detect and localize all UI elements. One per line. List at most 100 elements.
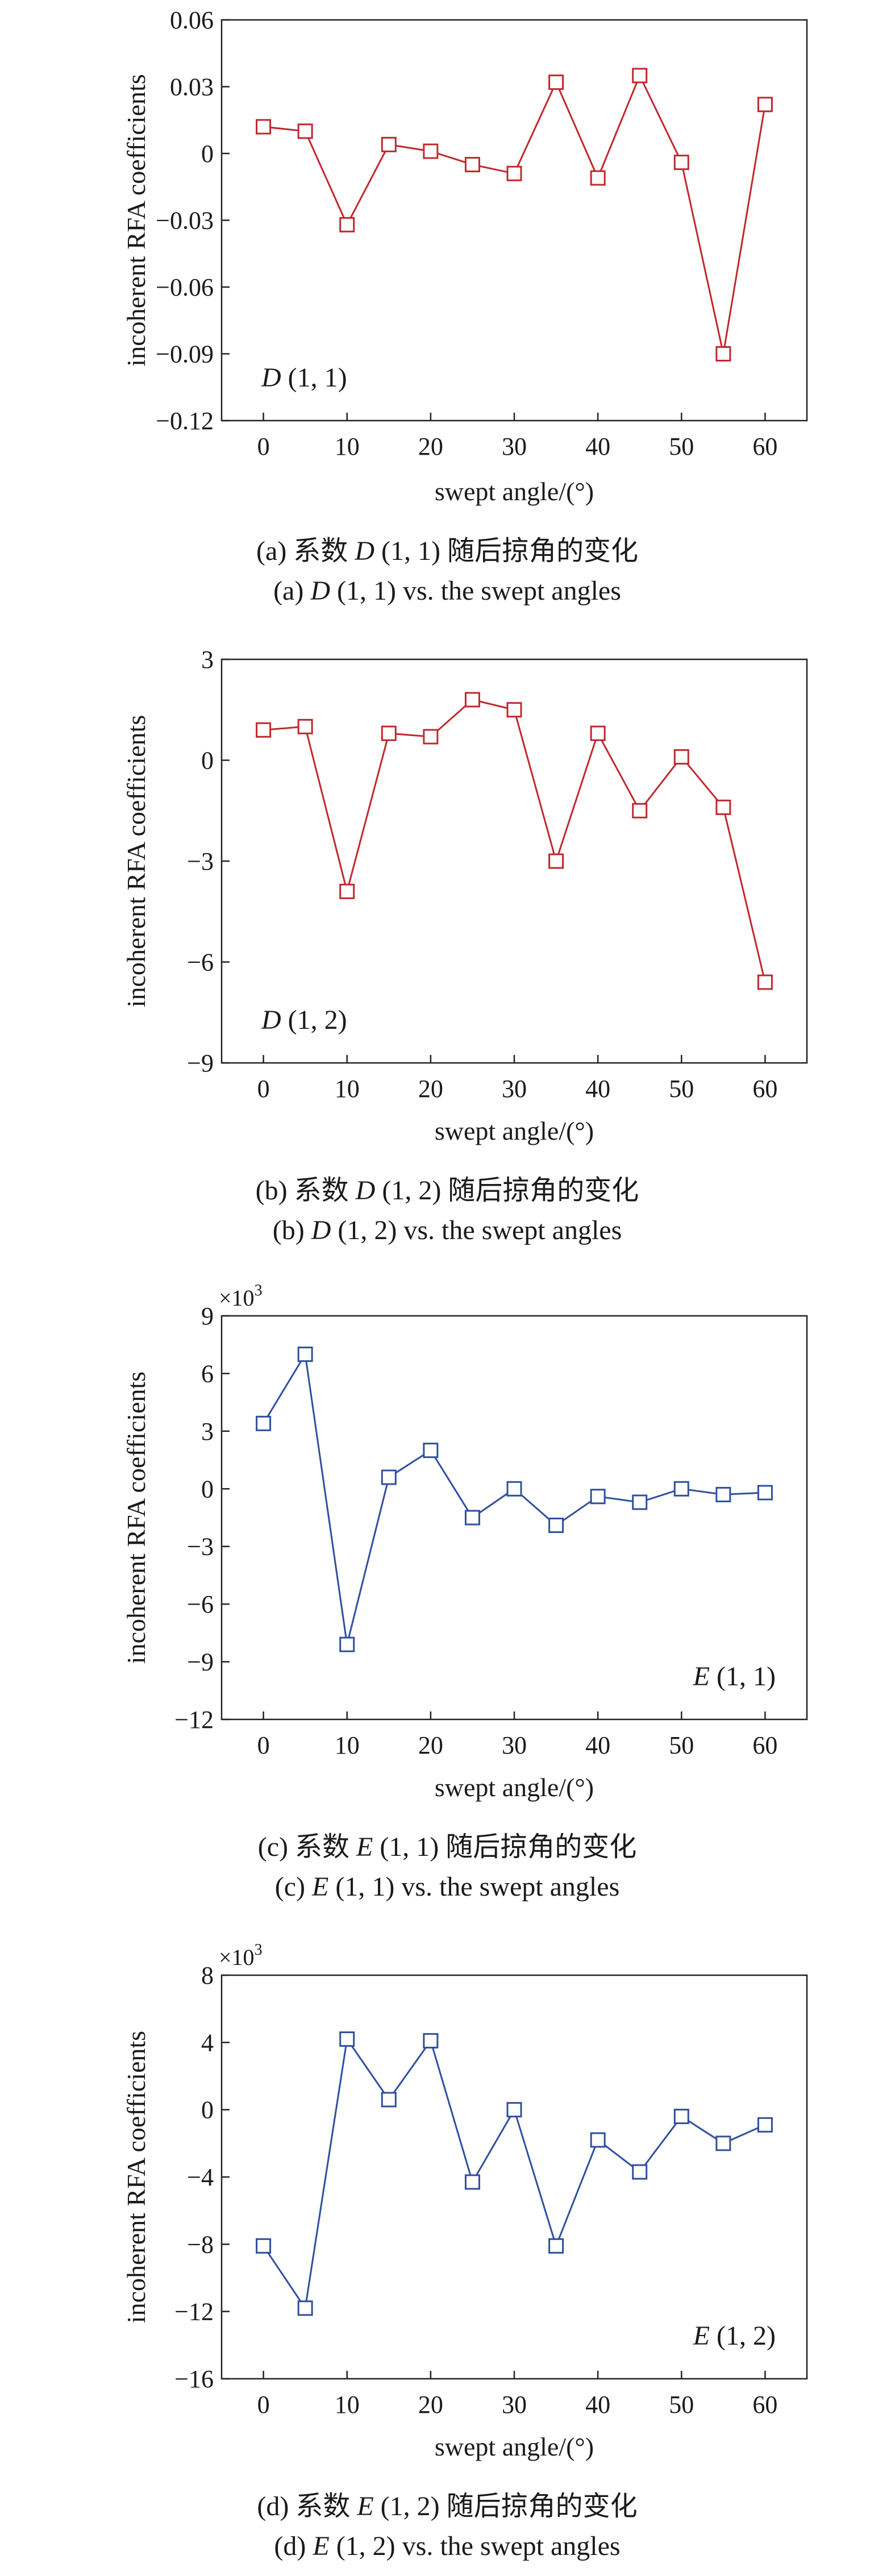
y-tick-label: −4: [187, 2163, 214, 2191]
data-point: [548, 1518, 564, 1534]
data-point: [757, 2117, 773, 2133]
x-tick-label: 20: [418, 2391, 443, 2419]
chart-panel-1: 0.06 0.03 0 −0.03 −0.06 −0.09 −0.12 0 10 20 30 40 50…: [122, 6, 808, 606]
panel-label: E (1, 2): [693, 2321, 776, 2351]
data-point: [673, 2109, 689, 2124]
x-tick-label: 30: [502, 433, 527, 460]
y-tick-label: 0: [201, 140, 214, 168]
data-point: [381, 2092, 397, 2108]
data-point: [297, 2300, 313, 2316]
x-tick-label: 40: [585, 433, 610, 460]
x-tick-label: 20: [418, 1731, 443, 1759]
data-point: [506, 1481, 522, 1497]
x-tick-label: 0: [257, 1075, 270, 1103]
x-axis-title: swept angle/(°): [435, 1773, 594, 1802]
data-point: [590, 170, 606, 186]
y-tick-label: 8: [201, 1962, 214, 1989]
y-tick-label: 0.03: [170, 73, 214, 101]
caption-en: (a) D (1, 1) vs. the swept angles: [273, 576, 621, 606]
series-line: [263, 1352, 765, 1645]
y-tick-label: −6: [187, 1590, 214, 1618]
data-point: [423, 2033, 439, 2049]
x-tick-label: 50: [669, 1075, 694, 1103]
x-axis-title: swept angle/(°): [435, 1116, 594, 1145]
x-tick-label: 10: [335, 433, 360, 460]
x-tick-label: 30: [502, 2391, 527, 2419]
data-point: [590, 1489, 606, 1505]
data-point: [381, 725, 397, 741]
y-tick-label: −3: [187, 1533, 214, 1561]
caption-cn: (a) 系数 D (1, 1) 随后掠角的变化: [256, 536, 638, 566]
data-point: [464, 2174, 480, 2190]
x-tick-label: 50: [669, 1731, 694, 1759]
data-point: [590, 725, 606, 741]
data-point: [673, 155, 689, 171]
data-point: [339, 1636, 355, 1652]
data-point: [256, 2238, 272, 2254]
data-point: [673, 1481, 689, 1497]
y-tick-label: −8: [187, 2230, 214, 2258]
x-axis-title: swept angle/(°): [435, 2432, 594, 2461]
caption-en: (b) D (1, 2) vs. the swept angles: [273, 1215, 622, 1245]
x-tick-label: 40: [585, 2391, 610, 2419]
panel-label: E (1, 1): [693, 1661, 776, 1692]
y-tick-label: 9: [201, 1302, 214, 1330]
x-tick-label: 30: [502, 1075, 527, 1103]
data-point: [506, 2102, 522, 2118]
data-point: [297, 1347, 313, 1362]
caption-cn: (c) 系数 E (1, 1) 随后掠角的变化: [258, 1832, 637, 1862]
data-point: [757, 974, 773, 990]
data-point: [339, 217, 355, 232]
x-tick-label: 0: [257, 2391, 270, 2419]
y-tick-label: −0.09: [156, 340, 214, 368]
y-tick-label: −0.12: [156, 407, 214, 435]
data-point: [715, 346, 731, 362]
data-point: [256, 722, 272, 738]
y-tick-label: −16: [174, 2365, 214, 2393]
y-axis-title: incoherent RFA coefficients: [122, 2031, 151, 2323]
data-point: [464, 692, 480, 708]
y-tick-label: 3: [201, 1418, 214, 1445]
data-point: [715, 2135, 731, 2151]
plot-frame: [220, 1315, 808, 1721]
data-point: [297, 718, 313, 734]
data-point: [256, 1415, 272, 1431]
y-tick-label: 4: [201, 2029, 214, 2056]
y-tick-label: −12: [174, 1706, 214, 1734]
y-multiplier: ×103: [219, 1282, 263, 1311]
data-point: [297, 123, 313, 139]
y-tick-label: 3: [201, 646, 214, 674]
data-point: [423, 729, 439, 745]
x-tick-label: 0: [257, 433, 270, 460]
data-point: [673, 749, 689, 765]
y-tick-label: −12: [174, 2298, 214, 2326]
caption-en: (c) E (1, 1) vs. the swept angles: [275, 1872, 620, 1902]
y-axis-title: incoherent RFA coefficients: [122, 1372, 151, 1664]
y-tick-label: −0.03: [156, 207, 214, 235]
x-tick-label: 10: [335, 2391, 360, 2419]
x-tick-label: 50: [669, 433, 694, 460]
y-tick-label: −9: [187, 1049, 214, 1077]
y-tick-label: 0: [201, 1475, 214, 1503]
data-point: [548, 853, 564, 869]
y-tick-label: −0.06: [156, 273, 214, 301]
x-tick-label: 40: [585, 1075, 610, 1103]
y-tick-label: −3: [187, 847, 214, 875]
y-tick-label: 6: [201, 1360, 214, 1387]
x-tick-label: 60: [752, 433, 777, 460]
y-tick-label: 0.06: [170, 6, 214, 34]
data-point: [548, 2238, 564, 2254]
y-multiplier: ×103: [219, 1941, 263, 1970]
data-point: [464, 157, 480, 173]
x-tick-label: 0: [257, 1731, 270, 1759]
y-tick-label: 0: [201, 2096, 214, 2124]
caption-en: (d) E (1, 2) vs. the swept angles: [274, 2531, 620, 2561]
x-tick-label: 30: [502, 1731, 527, 1759]
x-tick-label: 60: [752, 2391, 777, 2419]
data-point: [632, 1494, 648, 1510]
data-point: [548, 74, 564, 90]
y-axis-title: incoherent RFA coefficients: [122, 74, 151, 366]
